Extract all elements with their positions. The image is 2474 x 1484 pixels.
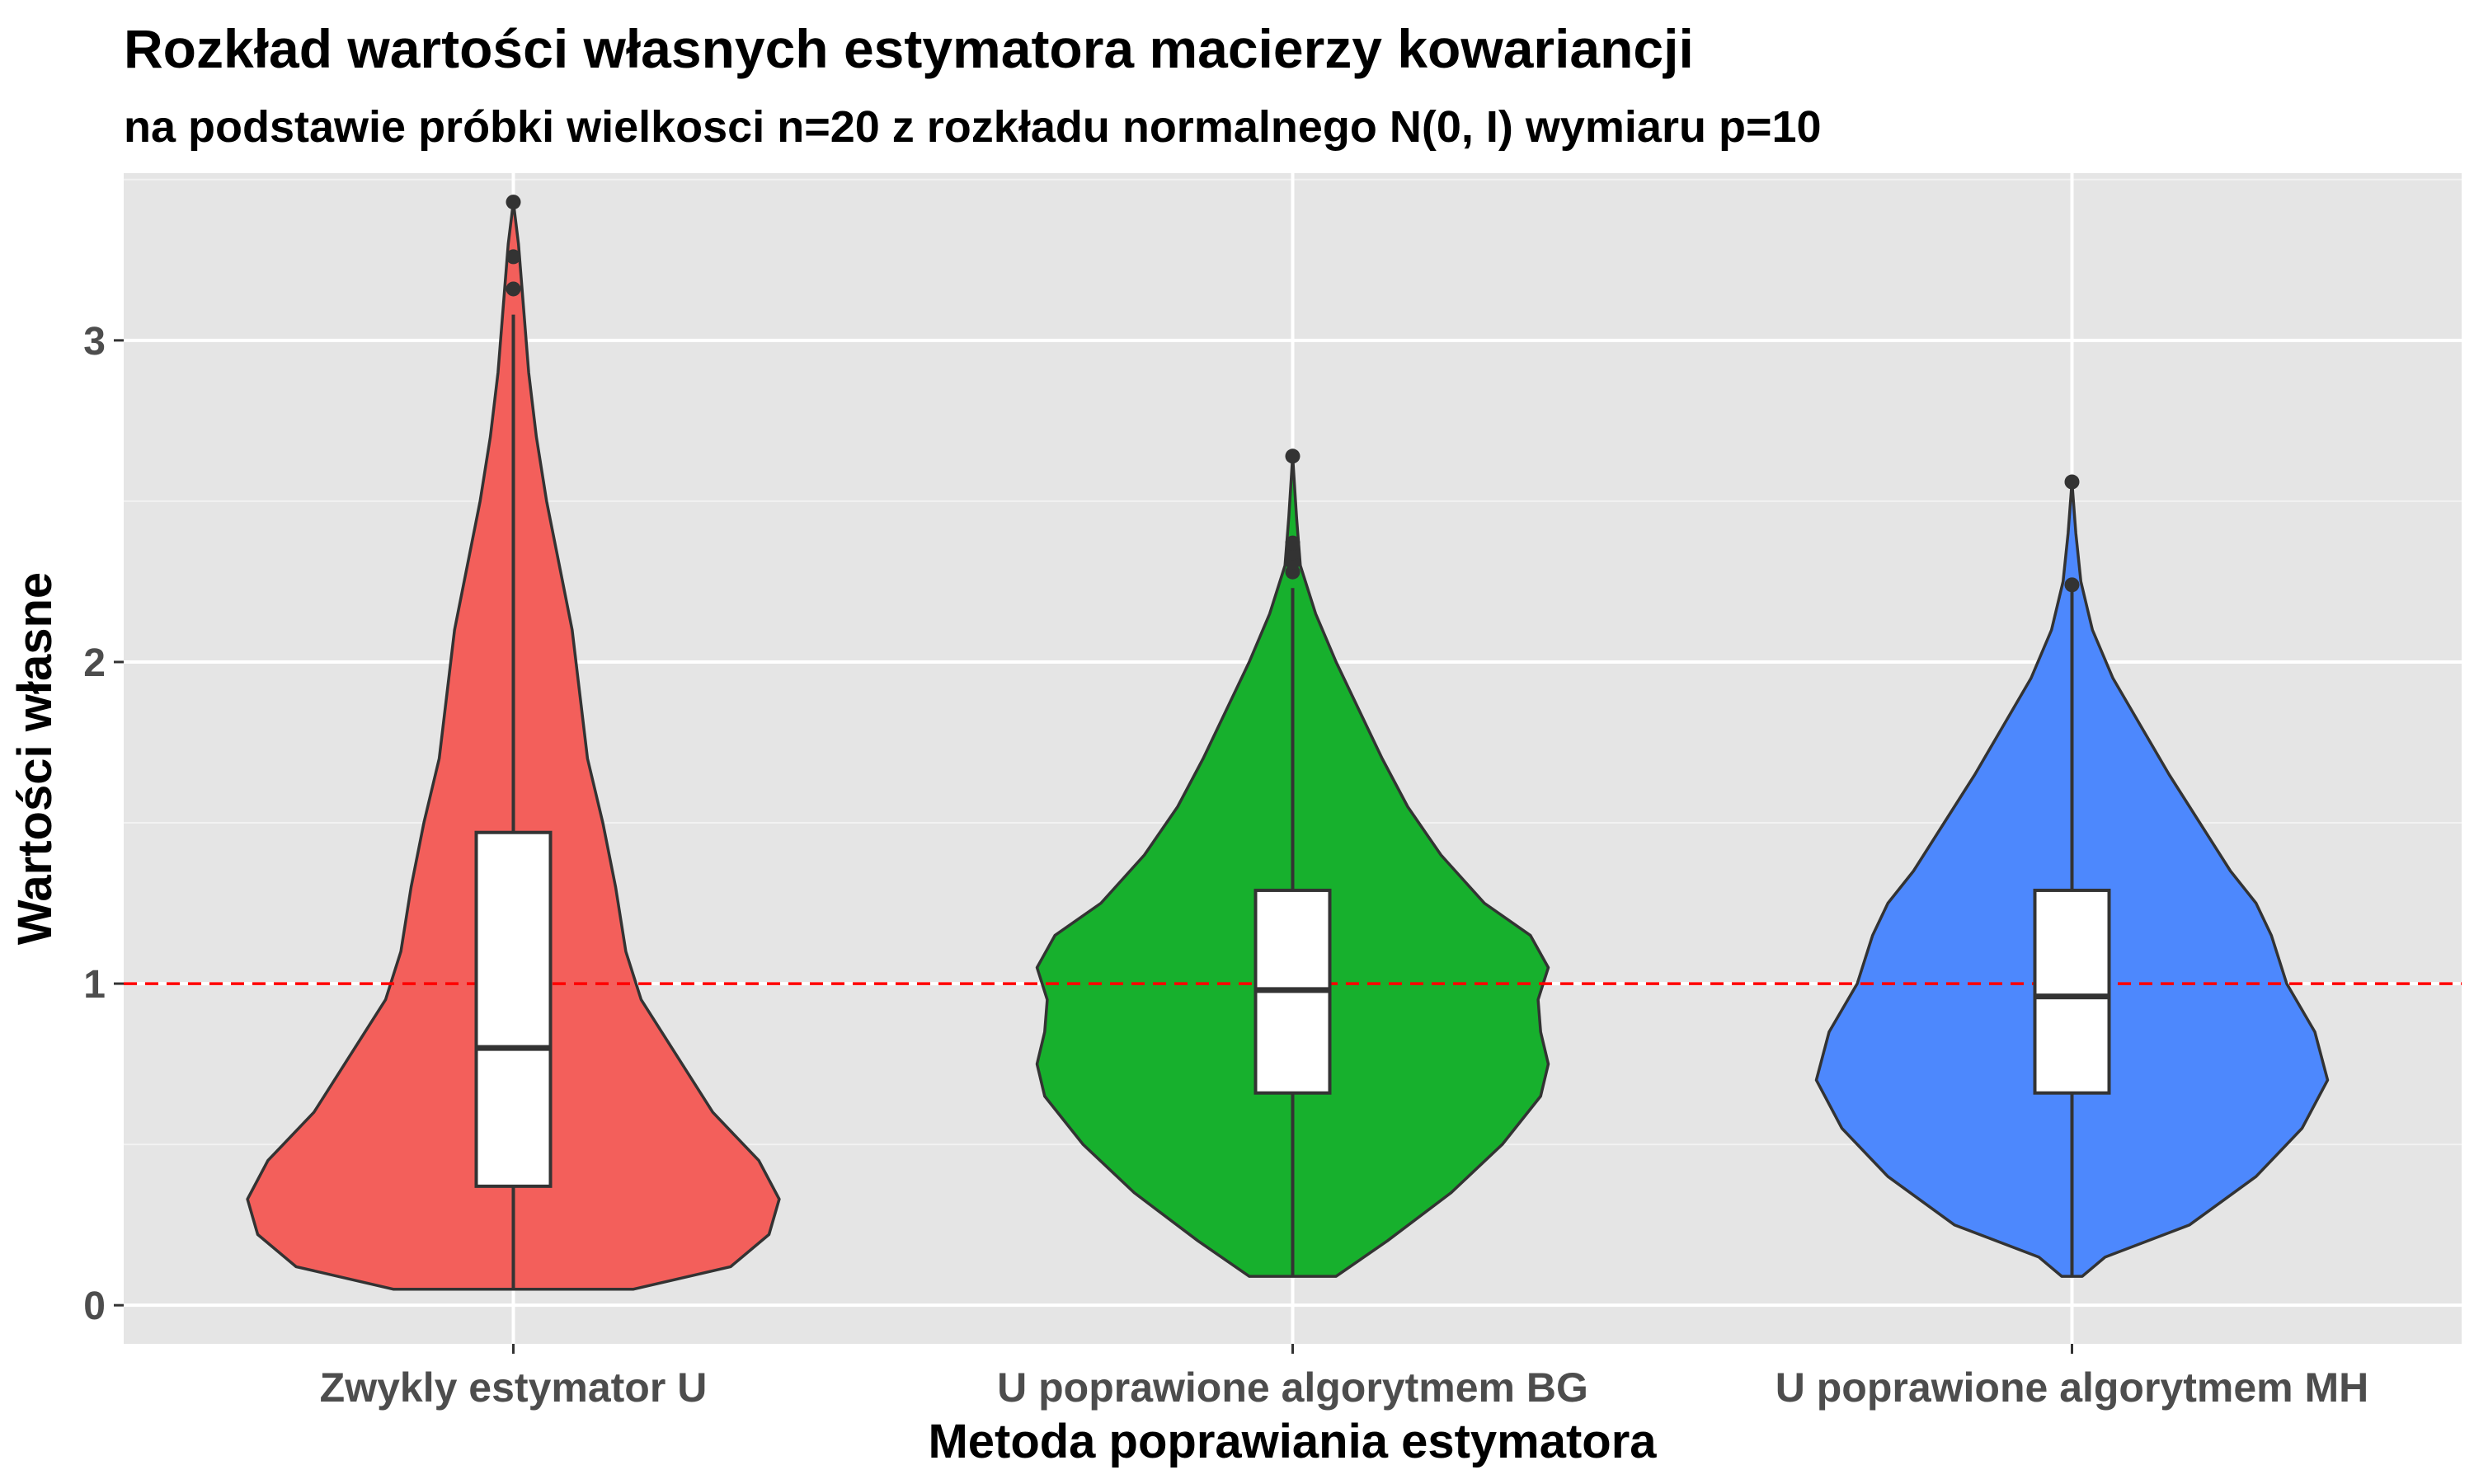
x-axis-title: Metoda poprawiania estymatora	[928, 1415, 1657, 1468]
boxplots	[474, 195, 2111, 1289]
x-axis: Zwykly estymator U U poprawione algorytme…	[320, 1344, 2369, 1411]
y-tick-label: 3	[83, 320, 106, 364]
box-3	[2033, 888, 2111, 1095]
x-tick-label: U poprawione algorytmem BG	[997, 1364, 1588, 1411]
y-tick-label: 2	[83, 641, 106, 685]
outlier-point	[1285, 535, 1300, 551]
chart-subtitle: na podstawie próbki wielkosci n=20 z roz…	[124, 102, 1822, 152]
box-1	[474, 830, 553, 1188]
y-axis: 0 1 2 3	[83, 320, 124, 1328]
outlier-point	[2064, 474, 2080, 490]
x-tick-label: Zwykly estymator U	[320, 1364, 708, 1411]
outlier-point	[506, 195, 521, 210]
outlier-point	[2064, 577, 2080, 593]
outlier-point	[506, 249, 521, 265]
y-axis-title: Wartości własne	[8, 572, 62, 945]
y-tick-label: 0	[83, 1284, 106, 1328]
y-tick-label: 1	[83, 963, 106, 1007]
outlier-point	[1285, 448, 1300, 464]
outlier-point	[506, 281, 521, 297]
chart-title: Rozkład wartości własnych estymatora mac…	[124, 18, 1694, 79]
x-tick-label: U poprawione algorytmem MH	[1776, 1364, 2369, 1411]
